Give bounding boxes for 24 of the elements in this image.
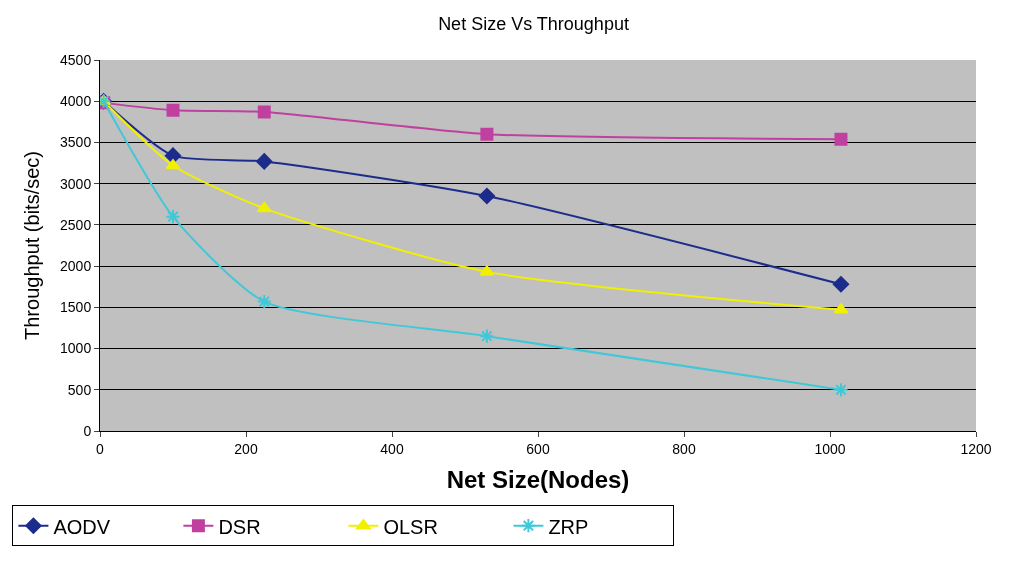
y-tick-label: 0 <box>83 422 92 439</box>
x-tick-label: 1000 <box>814 440 846 457</box>
x-tick-label: 600 <box>526 440 550 457</box>
y-tick-label: 3500 <box>60 134 92 151</box>
y-tick-label: 2500 <box>60 216 92 233</box>
y-tick-label: 4000 <box>60 93 92 110</box>
y-axis-title: Throughput (bits/sec) <box>20 151 43 340</box>
legend-label: OLSR <box>383 515 438 538</box>
x-tick-label: 400 <box>380 440 404 457</box>
y-tick-label: 1500 <box>60 299 92 316</box>
x-tick-label: 1200 <box>960 440 992 457</box>
x-tick-label: 200 <box>234 440 258 457</box>
x-tick-label: 800 <box>672 440 696 457</box>
y-tick-label: 2000 <box>60 258 92 275</box>
y-tick-label: 3000 <box>60 175 92 192</box>
legend-label: AODV <box>53 515 111 538</box>
legend-label: ZRP <box>548 515 589 538</box>
y-tick-label: 1000 <box>60 340 92 357</box>
x-axis-title: Net Size(Nodes) <box>446 466 630 494</box>
y-tick-label: 500 <box>67 381 92 398</box>
x-tick-label: 0 <box>96 440 105 457</box>
chart-title: Net Size Vs Throughput <box>438 13 629 34</box>
y-tick-label: 4500 <box>60 51 92 68</box>
legend-label: DSR <box>218 515 261 538</box>
